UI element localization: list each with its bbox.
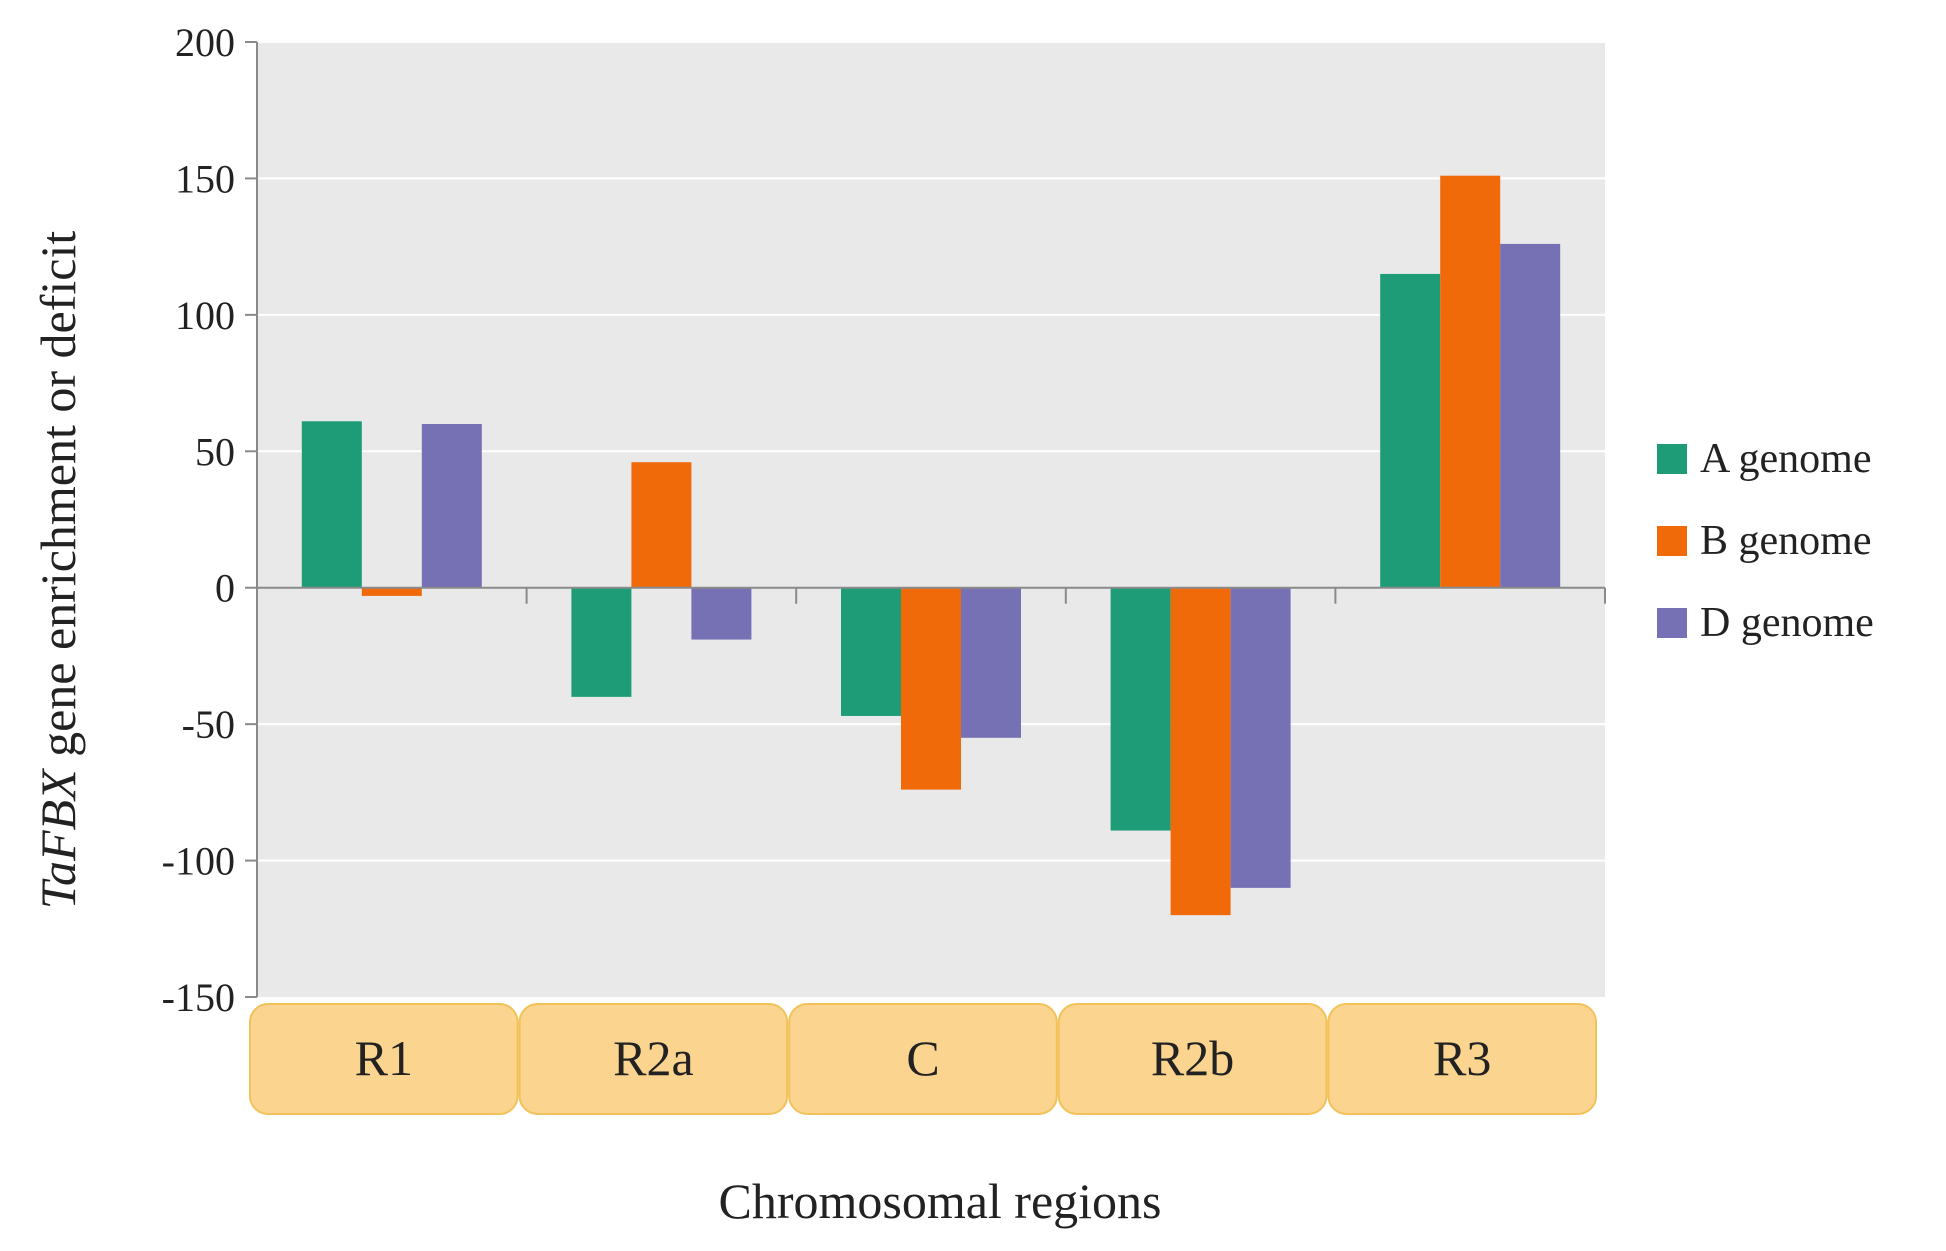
x-axis-title: Chromosomal regions (718, 1173, 1161, 1229)
category-label-c: C (906, 1030, 939, 1086)
category-label-r2b: R2b (1151, 1030, 1234, 1086)
bar-d-genome-r2b (1230, 587, 1291, 888)
category-box-r3 (1327, 1003, 1598, 1115)
bar-b-genome-r3 (1440, 175, 1501, 588)
y-axis-title-italic: TaFBX (30, 767, 86, 909)
category-label-r1: R1 (355, 1030, 413, 1086)
y-axis-ticks: -150 -100 -50 0 50 100 150 200 (162, 20, 257, 1020)
bar-a-genome-r2b (1110, 587, 1171, 831)
bar-b-genome-r1 (361, 587, 422, 596)
legend-label-a-genome: A genome (1700, 436, 1871, 482)
bars (301, 175, 1561, 916)
category-box-r2b (1057, 1003, 1328, 1115)
y-tick-label: 0 (215, 566, 235, 611)
bar-d-genome-r3 (1500, 243, 1561, 588)
legend-label-d-genome: D genome (1700, 600, 1874, 646)
bar-a-genome-c (841, 587, 901, 716)
legend: A genome B genome D genome (1657, 436, 1874, 646)
category-box-r2a (518, 1003, 789, 1115)
category-label-r2a: R2a (613, 1030, 694, 1086)
y-tick-label: -150 (162, 975, 235, 1020)
legend-swatch-d-genome (1657, 608, 1687, 638)
bar-d-genome-r1 (421, 424, 482, 588)
axes (256, 42, 1606, 997)
bar-b-genome-r2a (631, 462, 692, 588)
bar-d-genome-r2a (691, 587, 752, 640)
bar-d-genome-c (961, 587, 1021, 738)
legend-swatch-a-genome (1657, 444, 1687, 474)
bar-a-genome-r3 (1380, 273, 1441, 588)
y-tick-label: -100 (162, 839, 235, 884)
category-box-c (788, 1003, 1058, 1115)
y-axis-title-rest: gene enrichment or deficit (30, 231, 86, 770)
y-tick-label: 100 (175, 293, 235, 338)
y-tick-label: 150 (175, 156, 235, 201)
legend-swatch-b-genome (1657, 526, 1687, 556)
legend-label-b-genome: B genome (1700, 518, 1871, 564)
y-tick-label: -50 (182, 702, 235, 747)
y-axis-title: TaFBX gene enrichment or deficit (30, 231, 86, 910)
bar-b-genome-r2b (1170, 587, 1231, 916)
bar-b-genome-c (901, 587, 961, 790)
category-box-r1 (249, 1003, 519, 1115)
y-tick-label: 50 (195, 429, 235, 474)
category-label-r3: R3 (1433, 1030, 1491, 1086)
y-tick-label: 200 (175, 20, 235, 65)
bar-a-genome-r2a (571, 587, 632, 697)
bar-a-genome-r1 (301, 421, 362, 588)
category-labels: R1 R2a C R2b R3 (249, 1003, 1598, 1115)
